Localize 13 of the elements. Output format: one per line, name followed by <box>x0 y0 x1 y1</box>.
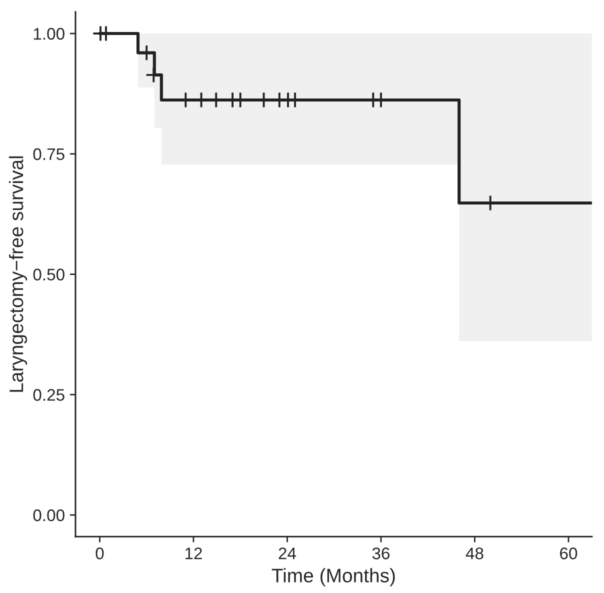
x-tick-label: 60 <box>560 548 578 560</box>
y-tick-label: 0.00 <box>33 509 64 522</box>
y-tick-label: 0.75 <box>33 148 64 160</box>
y-tick-label: 0.50 <box>33 268 64 280</box>
x-tick-label: 0 <box>96 548 104 560</box>
y-axis-title: Laryngectomy−free survival <box>8 156 28 392</box>
x-tick-label: 24 <box>278 548 296 560</box>
x-tick-label: 36 <box>372 548 390 560</box>
x-tick-label: 48 <box>466 548 484 560</box>
y-tick-label: 0.25 <box>33 389 64 401</box>
y-tick-label: 1.00 <box>34 28 64 40</box>
x-tick-label: 12 <box>185 548 202 560</box>
x-axis-title: Time (Months) <box>272 568 395 586</box>
